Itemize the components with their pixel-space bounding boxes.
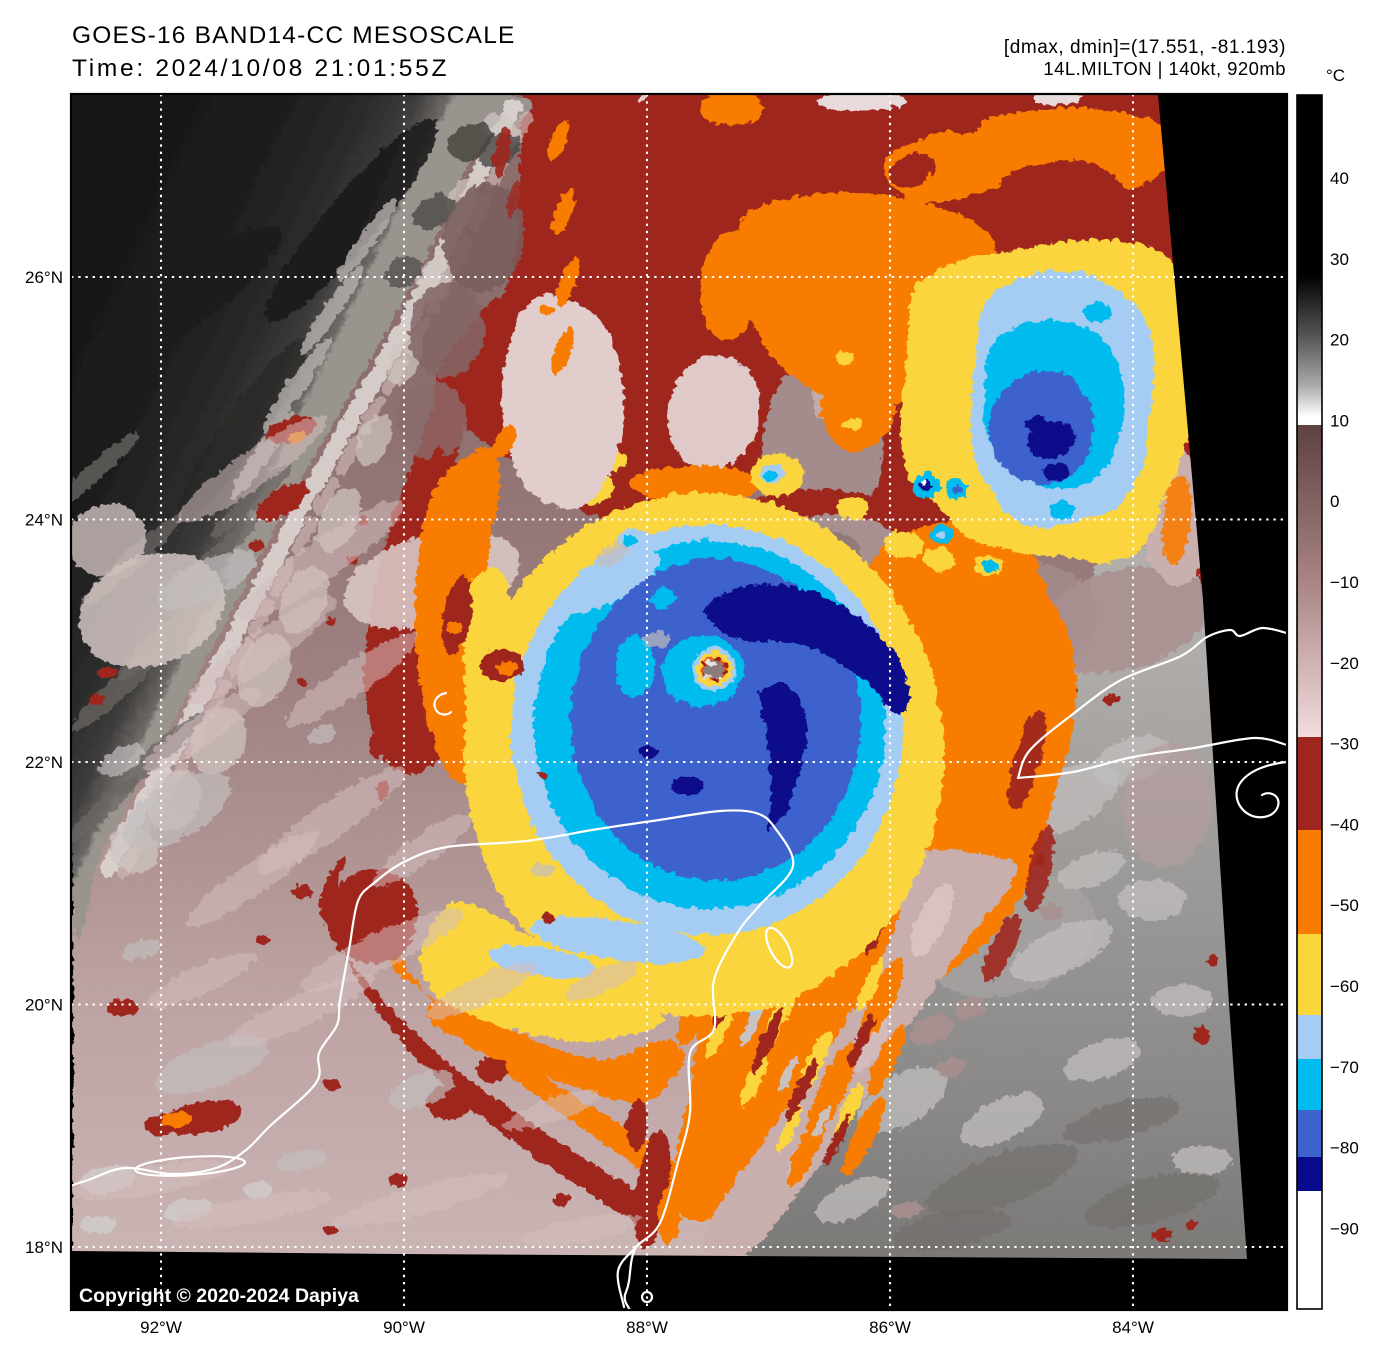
svg-text:88°W: 88°W	[626, 1318, 668, 1337]
svg-text:−50: −50	[1330, 896, 1359, 915]
svg-text:24°N: 24°N	[25, 511, 63, 530]
svg-text:−40: −40	[1330, 815, 1359, 834]
svg-text:Time: 2024/10/08 21:01:55Z: Time: 2024/10/08 21:01:55Z	[72, 55, 449, 82]
svg-text:92°W: 92°W	[140, 1318, 182, 1337]
svg-text:−30: −30	[1330, 735, 1359, 754]
svg-text:20: 20	[1330, 331, 1349, 350]
svg-text:−90: −90	[1330, 1219, 1359, 1238]
svg-text:10: 10	[1330, 411, 1349, 430]
svg-text:22°N: 22°N	[25, 753, 63, 772]
svg-text:°C: °C	[1326, 66, 1345, 85]
svg-text:−70: −70	[1330, 1058, 1359, 1077]
svg-text:26°N: 26°N	[25, 268, 63, 287]
svg-text:GOES-16 BAND14-CC MESOSCALE: GOES-16 BAND14-CC MESOSCALE	[72, 22, 516, 49]
svg-text:−20: −20	[1330, 654, 1359, 673]
svg-text:30: 30	[1330, 250, 1349, 269]
svg-text:−80: −80	[1330, 1139, 1359, 1158]
svg-text:18°N: 18°N	[25, 1238, 63, 1257]
svg-text:[dmax, dmin]=(17.551, -81.193): [dmax, dmin]=(17.551, -81.193)	[1004, 37, 1286, 58]
svg-text:86°W: 86°W	[869, 1318, 911, 1337]
svg-text:84°W: 84°W	[1112, 1318, 1154, 1337]
svg-text:40: 40	[1330, 169, 1349, 188]
svg-text:90°W: 90°W	[383, 1318, 425, 1337]
svg-text:−60: −60	[1330, 977, 1359, 996]
svg-text:Copyright © 2020-2024 Dapiya: Copyright © 2020-2024 Dapiya	[79, 1285, 359, 1307]
svg-text:−10: −10	[1330, 573, 1359, 592]
svg-text:20°N: 20°N	[25, 996, 63, 1015]
svg-text:0: 0	[1330, 492, 1339, 511]
svg-text:14L.MILTON | 140kt, 920mb: 14L.MILTON | 140kt, 920mb	[1043, 58, 1286, 79]
